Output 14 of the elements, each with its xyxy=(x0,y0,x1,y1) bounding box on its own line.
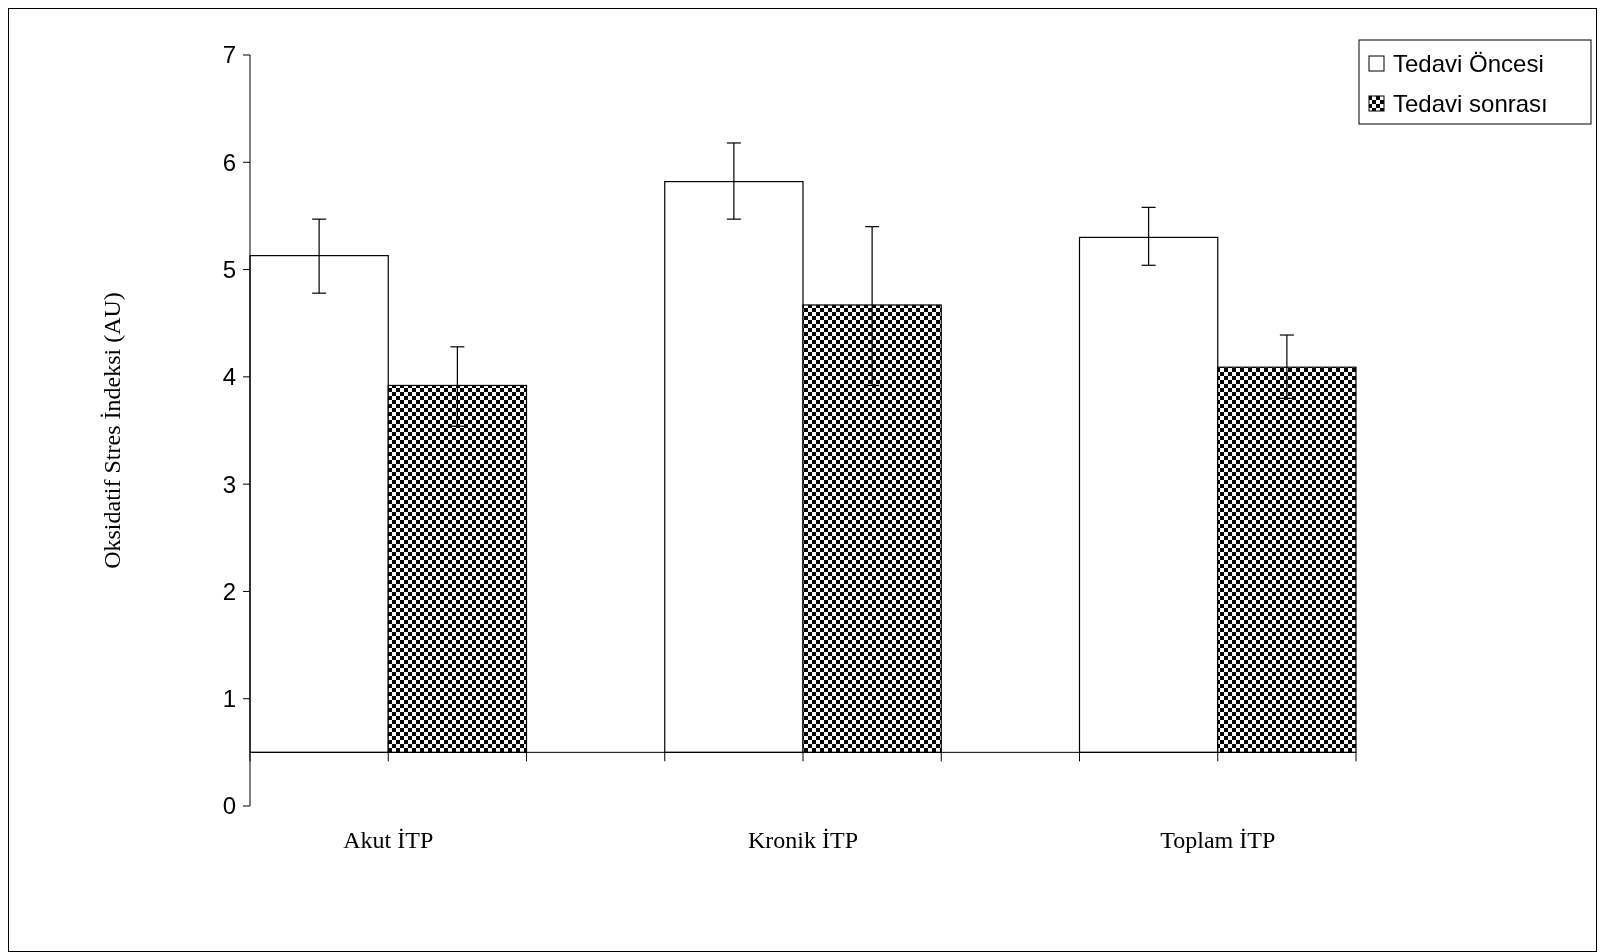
y-tick-label: 1 xyxy=(222,685,236,713)
y-tick-label: 7 xyxy=(222,41,236,69)
y-axis-title: Oksidatif Stres İndeksi (AU) xyxy=(99,292,125,569)
y-tick-label: 6 xyxy=(222,148,236,176)
y-tick-label: 5 xyxy=(222,255,236,283)
y-tick-label: 4 xyxy=(222,363,236,391)
x-tick-label: Akut İTP xyxy=(343,827,434,854)
y-tick-label: 2 xyxy=(222,577,236,605)
x-tick-label: Kronik İTP xyxy=(748,827,858,854)
y-tick-label: 3 xyxy=(222,470,236,498)
x-tick-label: Toplam İTP xyxy=(1160,827,1276,854)
legend-label: Tedavi sonrası xyxy=(1393,90,1548,118)
legend-label: Tedavi Öncesi xyxy=(1393,50,1544,78)
y-tick-label: 0 xyxy=(222,792,236,820)
